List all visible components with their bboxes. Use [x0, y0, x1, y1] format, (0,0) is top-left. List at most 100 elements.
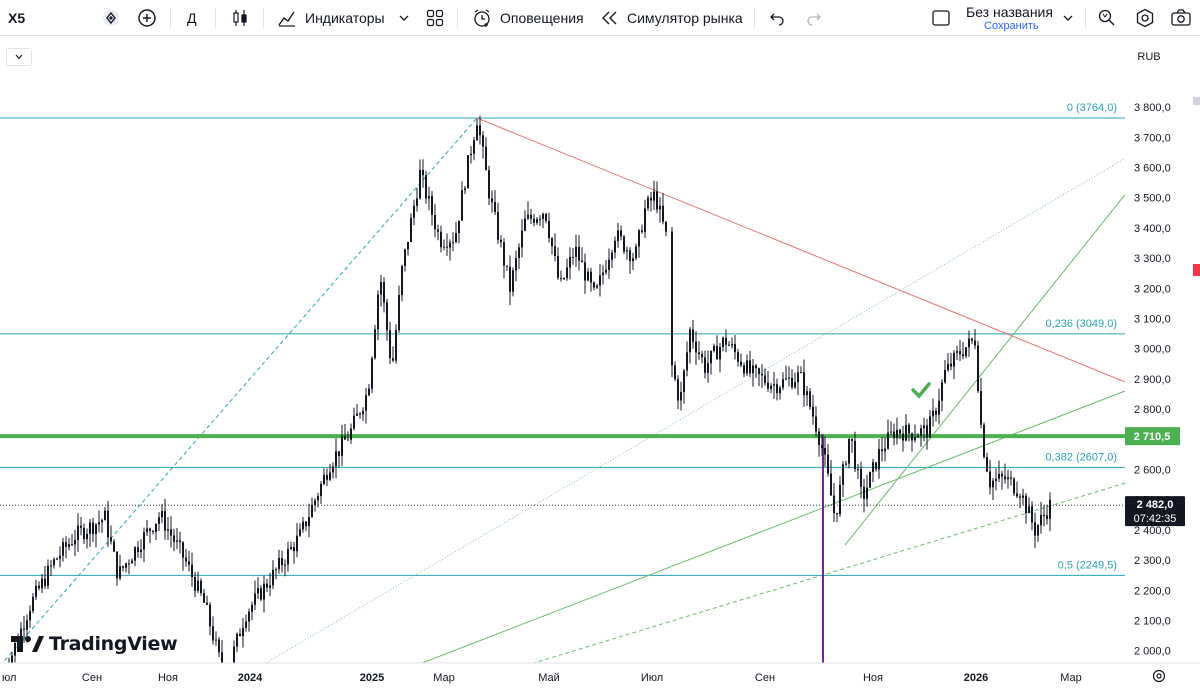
drawings-layer[interactable]	[0, 117, 1200, 694]
candle-body	[14, 643, 16, 656]
candle-body	[908, 424, 910, 434]
candle-body	[614, 240, 616, 253]
candle-body	[221, 652, 223, 672]
save-link[interactable]: Сохранить	[984, 20, 1039, 32]
replay-button[interactable]: Симулятор рынка	[601, 0, 743, 36]
alerts-button[interactable]: Оповещения	[472, 0, 584, 36]
candle-body	[179, 540, 181, 543]
price-tick-label: 2 400,0	[1134, 525, 1171, 537]
candle-body	[986, 457, 988, 472]
candle-body	[1049, 499, 1051, 519]
candle-body	[791, 377, 793, 388]
layout-name: Без названия	[966, 4, 1053, 20]
candle-body	[962, 354, 964, 356]
candle-body	[431, 196, 433, 215]
candle-body	[65, 542, 67, 547]
candle-body	[848, 438, 850, 464]
time-axis[interactable]: юл Сен Ноя 2024 2025 Мар Май Июл Сен Ноя 2026 Мар	[0, 662, 1200, 694]
redo-icon[interactable]	[805, 0, 823, 36]
candle-body	[413, 205, 415, 218]
candle-body	[884, 448, 886, 452]
dotted-trendline[interactable]	[229, 158, 1126, 685]
resistance-trendline[interactable]	[476, 117, 1126, 383]
candle-body	[653, 191, 655, 201]
settings-gear-icon[interactable]	[1135, 0, 1155, 36]
layout-name-button[interactable]: Без названия Сохранить	[966, 0, 1053, 36]
add-symbol-icon[interactable]	[137, 0, 157, 36]
price-tick-label: 3 600,0	[1134, 163, 1171, 175]
last-price-tag[interactable]	[1125, 496, 1185, 527]
fib-trend-line[interactable]	[0, 117, 478, 667]
price-chart[interactable]: 0 (3764,0) 0,236 (3049,0) 0,382 (2607,0) 0,…	[0, 37, 1200, 694]
candle-body	[212, 626, 214, 641]
candle-body	[899, 429, 901, 434]
candle-body	[665, 221, 667, 232]
candles-type-icon[interactable]	[230, 0, 250, 36]
currency-badge[interactable]: RUB	[1130, 47, 1168, 67]
candle-body	[773, 384, 775, 386]
chevron-down-icon[interactable]	[398, 0, 410, 36]
undo-icon[interactable]	[768, 0, 786, 36]
quick-search-icon[interactable]	[1097, 0, 1117, 36]
candle-body	[803, 372, 805, 396]
candle-body	[500, 239, 502, 243]
candle-body	[605, 269, 607, 273]
candle-body	[233, 646, 235, 665]
fibonacci-retracement[interactable]: 0 (3764,0) 0,236 (3049,0) 0,382 (2607,0) 0,…	[0, 102, 1125, 684]
indicators-button[interactable]: Индикаторы	[277, 0, 385, 36]
candle-body	[554, 246, 556, 256]
candle-body	[770, 385, 772, 389]
support-trendline[interactable]	[367, 390, 1126, 685]
symbol-search[interactable]: X5	[8, 0, 25, 36]
camera-icon[interactable]	[1170, 0, 1192, 36]
candle-body	[269, 585, 271, 588]
last-price-label: 2 482,0	[1137, 499, 1174, 511]
candle-body	[971, 338, 973, 341]
candle-body	[686, 352, 688, 371]
price-axis[interactable]: 3 800,0 3 700,0 3 600,0 3 500,0 3 400,0 3 300…	[1125, 37, 1200, 688]
horizontal-line-price-tag[interactable]	[1125, 427, 1180, 446]
candle-body	[386, 302, 388, 331]
candle-body	[671, 231, 673, 366]
candle-body	[992, 480, 994, 488]
candle-body	[821, 445, 823, 449]
interval-label: Д	[187, 10, 197, 26]
candle-body	[515, 258, 517, 271]
candle-body	[989, 471, 991, 488]
candle-body	[941, 382, 943, 401]
dashed-trendline[interactable]	[464, 482, 1126, 685]
fib-level-label: 0 (3764,0)	[1067, 102, 1117, 114]
candle-body	[302, 521, 304, 530]
currency-label: RUB	[1137, 51, 1161, 63]
candle-body	[53, 559, 55, 566]
candle-body	[419, 169, 421, 199]
collapse-toggle-button[interactable]	[6, 48, 32, 66]
candle-body	[581, 260, 583, 263]
candle-body	[323, 475, 325, 484]
candle-body	[347, 439, 349, 441]
templates-grid-icon[interactable]	[426, 0, 444, 36]
candle-body	[1034, 522, 1036, 536]
candle-body	[458, 220, 460, 234]
price-tick-label: 2 600,0	[1134, 465, 1171, 477]
candle-body	[494, 202, 496, 212]
candle-body	[170, 529, 172, 536]
candle-body	[878, 449, 880, 470]
compare-symbol-icon[interactable]	[101, 0, 121, 36]
axis-settings-icon[interactable]	[1152, 669, 1166, 683]
candle-body	[356, 413, 358, 416]
candle-body	[812, 406, 814, 417]
channel-trendline[interactable]	[844, 194, 1126, 546]
candle-body	[638, 230, 640, 247]
candle-body	[1022, 495, 1024, 498]
candle-body	[740, 361, 742, 366]
layout-square-icon[interactable]	[931, 0, 951, 36]
candle-body	[767, 382, 769, 389]
candle-body	[629, 250, 631, 262]
chart-area[interactable]: 0 (3764,0) 0,236 (3049,0) 0,382 (2607,0) 0,…	[0, 37, 1200, 694]
interval-button[interactable]: Д	[187, 0, 196, 36]
time-tick-label: Сен	[755, 672, 775, 684]
chevron-down-icon[interactable]	[1062, 0, 1074, 36]
candle-body	[23, 628, 25, 630]
candle-body	[41, 578, 43, 589]
